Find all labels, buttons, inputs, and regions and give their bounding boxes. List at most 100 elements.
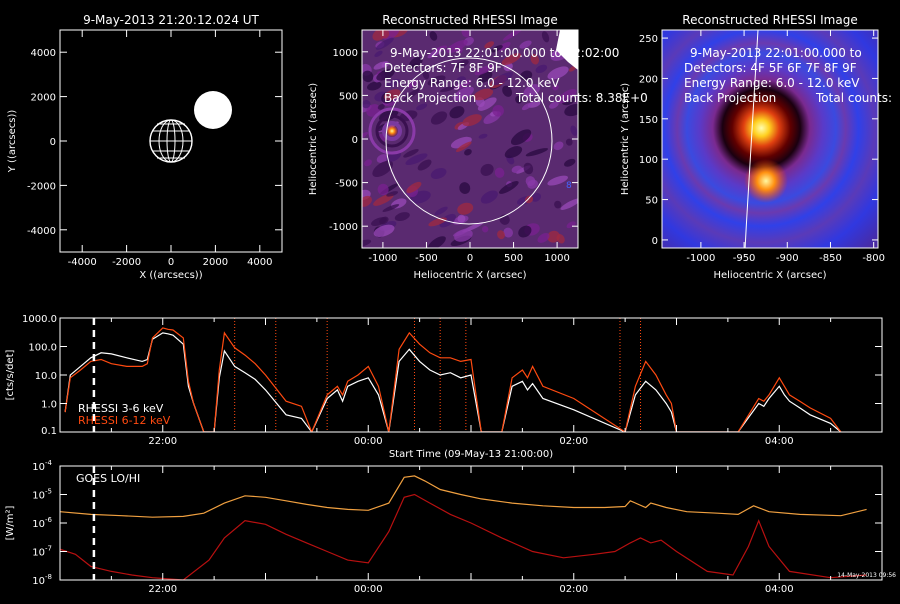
image1-speckle bbox=[511, 165, 523, 173]
image2-ytick-label: 200 bbox=[639, 74, 658, 85]
image1-speckle bbox=[523, 84, 540, 98]
image1-speckle bbox=[381, 61, 389, 68]
image2-source bbox=[744, 159, 788, 203]
image2-xtick-label: -1000 bbox=[686, 253, 715, 264]
image1-speckle bbox=[374, 50, 383, 57]
image1-speckle bbox=[531, 192, 542, 202]
image1-info-energy: Energy Range: 6.0 - 12.0 keV bbox=[384, 76, 560, 90]
image2-xtick-label: -900 bbox=[776, 253, 799, 264]
image1-speckle bbox=[434, 45, 448, 52]
solar-disk-grid-icon bbox=[149, 119, 193, 163]
locator-ylabel: Y ((arcsecs)) bbox=[7, 110, 18, 174]
flare-source bbox=[386, 125, 398, 137]
image1-speckle bbox=[556, 234, 565, 244]
goes-xtick-label: 00:00 bbox=[354, 584, 383, 595]
image1-info-time: 9-May-2013 22:01:00.000 to 22:02:00 bbox=[390, 46, 619, 60]
image1-speckle bbox=[503, 227, 513, 238]
image1-speckle bbox=[510, 129, 532, 146]
image1-speckle bbox=[383, 89, 401, 101]
image1-speckle bbox=[525, 176, 536, 186]
locator-panel: 9-May-2013 21:20:12.024 UT -4000 -2000 0 20… bbox=[7, 13, 283, 281]
image2-ytick-label: 50 bbox=[645, 196, 658, 207]
rhessi-ytick-label: 1.0 bbox=[41, 400, 57, 411]
image1-speckle bbox=[547, 230, 560, 243]
image1-speckle bbox=[455, 141, 472, 152]
image2-info-method: Back Projection bbox=[684, 91, 776, 105]
rhessi-ytick-label: 0.1 bbox=[41, 426, 57, 437]
image1-speckle bbox=[521, 102, 532, 111]
image1-speckle bbox=[362, 239, 372, 248]
image1-speckle bbox=[524, 195, 534, 204]
image1-speckle bbox=[477, 97, 497, 111]
image1-speckle bbox=[564, 158, 576, 167]
image2-ticks: -1000 -950 -900 -850 -800 250 200 150 100 50 0 bbox=[639, 30, 885, 264]
rhessi-ytick-label: 100.0 bbox=[28, 343, 57, 354]
image1-speckle bbox=[497, 230, 505, 240]
image1-speckle bbox=[430, 167, 447, 179]
image1-speckle bbox=[474, 64, 495, 76]
rhessi-xtick-label: 00:00 bbox=[354, 436, 383, 447]
image1-speckle bbox=[461, 30, 471, 38]
image1-speckle bbox=[379, 30, 390, 39]
image1-map: 8 bbox=[362, 30, 578, 248]
rhessi-xtick-label: 04:00 bbox=[765, 436, 794, 447]
image1-speckle bbox=[385, 79, 401, 87]
goes-ylabel: [W/m²] bbox=[5, 505, 16, 540]
image1-speckle bbox=[386, 191, 399, 197]
image1-speckle bbox=[362, 70, 374, 83]
image1-speckle bbox=[455, 59, 469, 69]
image1-speckle bbox=[453, 228, 470, 237]
image1-xtick-label: 1000 bbox=[544, 253, 569, 264]
image1-speckle bbox=[473, 88, 494, 101]
image1-speckle bbox=[568, 65, 577, 72]
image1-speckle bbox=[456, 76, 466, 85]
goes-ticks: 22:00 00:00 02:00 04:00 10-4 10-5 10-6 10-7 10-8 bbox=[32, 459, 883, 595]
goes-ytick-label: 10-8 bbox=[32, 573, 52, 587]
rhessi-xlabel: Start Time (09-May-13 21:00:00) bbox=[389, 449, 553, 460]
goes-footer-timestamp: 14-May-2013 09:56 bbox=[837, 572, 896, 579]
image1-speckle bbox=[484, 41, 495, 49]
goes-lightcurve-panel: 22:00 00:00 02:00 04:00 10-4 10-5 10-6 10-7 10-8… bbox=[5, 459, 896, 595]
locator-xtick-label: 4000 bbox=[247, 257, 272, 268]
image1-speckle bbox=[382, 204, 400, 212]
rhessi-ytick-label: 1000.0 bbox=[22, 314, 57, 325]
image1-ytick-label: -500 bbox=[335, 179, 358, 190]
image2-xlabel: Heliocentric X (arcsec) bbox=[713, 270, 826, 281]
image1-speckle bbox=[523, 162, 534, 175]
image1-speckle bbox=[409, 56, 423, 68]
locator-ytick-label: 0 bbox=[50, 137, 56, 148]
goes-ytick-label: 10-7 bbox=[32, 545, 52, 559]
image1-ytick-label: 500 bbox=[339, 91, 358, 102]
image1-speckle bbox=[457, 202, 474, 215]
image1-speckle bbox=[560, 198, 578, 210]
rhessi-lightcurve-panel: 22:00 00:00 02:00 04:00 1000.0 100.0 10.0 1.0 0.… bbox=[5, 314, 883, 460]
image2-map bbox=[662, 30, 878, 248]
image2-info-counts: Total counts: bbox=[815, 91, 892, 105]
image1-speckle bbox=[502, 30, 522, 41]
image1-speckle bbox=[501, 53, 522, 66]
locator-title: 9-May-2013 21:20:12.024 UT bbox=[83, 13, 259, 27]
image1-speckle bbox=[480, 190, 498, 204]
image1-xtick-label: 500 bbox=[504, 253, 523, 264]
image2-solar-limb bbox=[744, 30, 759, 248]
rhessi-image-panel-2: Reconstructed RHESSI Image -1000 -950 -900… bbox=[620, 13, 892, 281]
image2-xtick-label: -800 bbox=[862, 253, 885, 264]
image2-xtick-label: -950 bbox=[733, 253, 756, 264]
image1-speckle bbox=[362, 99, 371, 109]
image1-speckle bbox=[490, 45, 503, 53]
goes-ytick-label: 10-6 bbox=[32, 516, 52, 530]
image1-ticks: -1000 -500 0 500 1000 1000 500 0 -500 -1000 bbox=[329, 30, 578, 264]
image1-speckle bbox=[430, 111, 448, 125]
locator-xtick-label: 0 bbox=[168, 257, 174, 268]
image1-speckle bbox=[504, 146, 523, 159]
image1-speckle bbox=[422, 70, 430, 80]
image1-speckle bbox=[537, 233, 550, 243]
image1-corner-wedge bbox=[556, 30, 578, 70]
image1-speckle bbox=[364, 159, 372, 167]
image1-speckle bbox=[519, 40, 532, 49]
image1-speckle bbox=[449, 106, 465, 119]
image1-speckle bbox=[372, 160, 394, 178]
image1-speckle bbox=[453, 79, 472, 91]
solar-limb bbox=[385, 57, 553, 225]
